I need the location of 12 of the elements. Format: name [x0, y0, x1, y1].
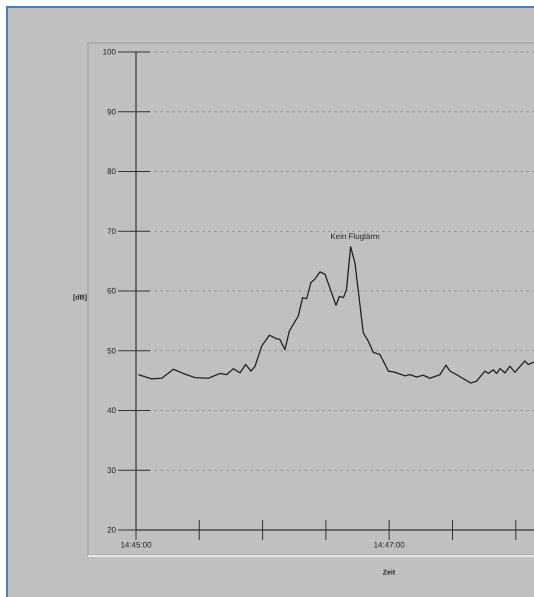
y-tick-label: 70 — [107, 226, 117, 236]
y-tick-label: 60 — [107, 286, 117, 296]
y-tick-label: 20 — [107, 526, 117, 535]
y-tick-label: 40 — [107, 406, 117, 416]
y-tick-label: 90 — [107, 107, 117, 116]
y-tick-label: 50 — [107, 346, 117, 356]
x-tick-label: 14:45:00 — [120, 540, 152, 550]
y-tick-label: 30 — [107, 466, 117, 475]
x-tick-label: 14:47:00 — [374, 540, 406, 550]
annotation: Kein Fluglärm — [330, 232, 380, 241]
y-tick-label: 100 — [102, 48, 117, 57]
y-tick-label: 80 — [107, 167, 117, 176]
